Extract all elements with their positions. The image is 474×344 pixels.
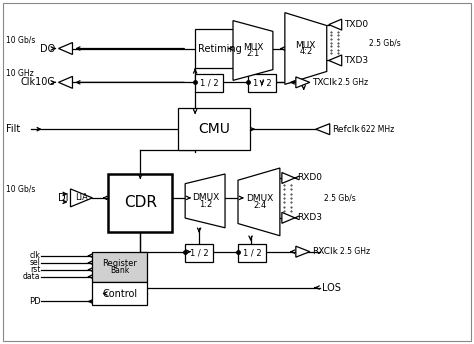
Text: 2.5 GHz: 2.5 GHz xyxy=(337,78,368,87)
Polygon shape xyxy=(185,174,225,228)
Polygon shape xyxy=(58,76,73,88)
Text: Retiming: Retiming xyxy=(198,43,242,54)
Text: Register: Register xyxy=(102,259,137,268)
Text: sel: sel xyxy=(30,258,41,267)
Text: DO: DO xyxy=(40,43,55,54)
Text: 1 / 2: 1 / 2 xyxy=(190,248,209,257)
Text: 10 Gb/s: 10 Gb/s xyxy=(6,35,35,44)
Bar xyxy=(92,252,147,281)
Bar xyxy=(185,244,213,262)
Text: DMUX: DMUX xyxy=(246,194,273,203)
Text: PD: PD xyxy=(29,297,41,306)
Text: 2:1: 2:1 xyxy=(246,50,260,58)
Text: 1 / 2: 1 / 2 xyxy=(200,79,219,88)
Polygon shape xyxy=(296,77,310,88)
Text: CDR: CDR xyxy=(124,195,157,211)
Text: 2.5 Gb/s: 2.5 Gb/s xyxy=(369,38,401,47)
Text: TXD0: TXD0 xyxy=(344,20,368,29)
Bar xyxy=(195,29,245,68)
Text: 1:2: 1:2 xyxy=(199,200,212,209)
Text: MUX: MUX xyxy=(243,43,263,52)
Text: 2.5 Gb/s: 2.5 Gb/s xyxy=(324,193,356,202)
Text: DMUX: DMUX xyxy=(192,193,219,202)
Polygon shape xyxy=(296,246,310,257)
Text: data: data xyxy=(23,272,41,281)
Text: TXClk: TXClk xyxy=(312,78,337,87)
Text: MUX: MUX xyxy=(296,41,316,50)
Polygon shape xyxy=(233,21,273,80)
Text: 2.5 GHz: 2.5 GHz xyxy=(340,247,370,256)
Text: Control: Control xyxy=(102,289,137,299)
Text: LIA: LIA xyxy=(75,193,88,202)
Polygon shape xyxy=(282,172,295,183)
Text: CMU: CMU xyxy=(198,122,230,136)
Text: TXD3: TXD3 xyxy=(344,56,368,65)
Bar xyxy=(178,108,250,150)
Text: RXD0: RXD0 xyxy=(297,173,322,182)
Text: DI: DI xyxy=(58,193,69,203)
Bar xyxy=(195,74,223,92)
Bar xyxy=(238,244,266,262)
Text: Filt: Filt xyxy=(6,124,20,134)
Polygon shape xyxy=(285,13,327,84)
Polygon shape xyxy=(329,55,342,66)
Polygon shape xyxy=(238,168,280,236)
Text: 2:4: 2:4 xyxy=(253,201,266,210)
Text: 10 Gb/s: 10 Gb/s xyxy=(6,184,35,193)
Bar xyxy=(248,74,276,92)
Bar xyxy=(109,174,172,232)
Polygon shape xyxy=(329,19,342,30)
Text: 4:2: 4:2 xyxy=(299,47,312,56)
Text: rst: rst xyxy=(30,265,41,274)
Polygon shape xyxy=(71,189,92,207)
Text: 1 / 2: 1 / 2 xyxy=(243,248,261,257)
Polygon shape xyxy=(282,212,295,223)
Text: LOS: LOS xyxy=(322,282,341,292)
Polygon shape xyxy=(58,43,73,54)
Polygon shape xyxy=(316,124,330,135)
Text: 622 MHz: 622 MHz xyxy=(361,125,394,134)
Bar xyxy=(92,281,147,305)
Text: Bank: Bank xyxy=(110,266,129,275)
Text: RXClk: RXClk xyxy=(312,247,337,256)
Text: 1 / 2: 1 / 2 xyxy=(253,79,271,88)
Text: clk: clk xyxy=(30,251,41,260)
Text: Clk10G: Clk10G xyxy=(21,77,55,87)
Text: RXD3: RXD3 xyxy=(297,213,322,222)
Text: Refclk: Refclk xyxy=(332,125,359,134)
Text: 10 GHz: 10 GHz xyxy=(6,69,34,78)
